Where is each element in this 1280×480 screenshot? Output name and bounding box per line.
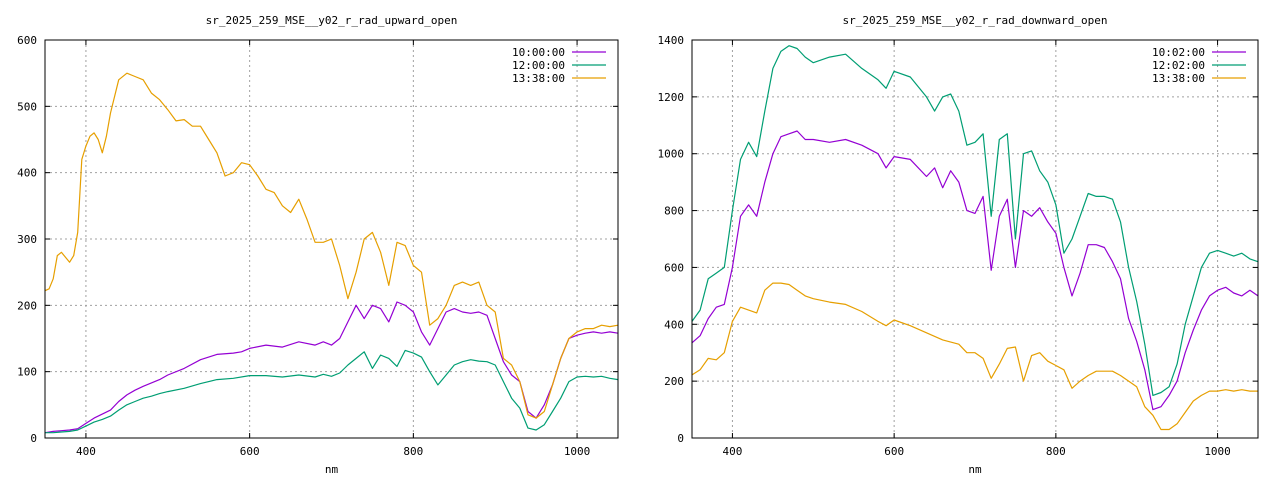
x-tick-label: 1000 (564, 445, 591, 458)
series-line-120200 (691, 45, 1259, 396)
series-line-133800 (44, 72, 619, 419)
y-tick-label: 300 (17, 233, 37, 246)
y-tick-label: 200 (664, 375, 684, 388)
upward-radiance-chart: sr_2025_259_MSE__y02_r_rad_upward_open 40… (17, 14, 619, 476)
legend-label: 10:00:00 (512, 46, 565, 59)
x-axis-label: nm (968, 463, 982, 476)
x-axis-label: nm (325, 463, 339, 476)
downward-chart-panel: sr_2025_259_MSE__y02_r_rad_downward_open… (640, 0, 1280, 480)
y-tick-label: 500 (17, 100, 37, 113)
x-tick-label: 400 (722, 445, 742, 458)
legend-label: 13:38:00 (512, 72, 565, 85)
series-line-100200 (691, 130, 1259, 411)
upward-chart-panel: sr_2025_259_MSE__y02_r_rad_upward_open 40… (17, 14, 619, 476)
x-tick-label: 1000 (1204, 445, 1231, 458)
legend-label: 12:00:00 (512, 59, 565, 72)
x-tick-label: 600 (240, 445, 260, 458)
y-tick-label: 400 (664, 318, 684, 331)
series-line-133800 (691, 282, 1258, 431)
series-line-100000 (44, 301, 619, 434)
y-tick-label: 1200 (658, 91, 685, 104)
legend-label: 12:02:00 (1152, 59, 1205, 72)
downward-radiance-chart: sr_2025_259_MSE__y02_r_rad_downward_open… (658, 14, 1259, 476)
y-tick-label: 400 (17, 167, 37, 180)
y-tick-label: 0 (30, 432, 37, 445)
x-tick-label: 800 (1046, 445, 1066, 458)
x-tick-label: 600 (884, 445, 904, 458)
chart-title: sr_2025_259_MSE__y02_r_rad_downward_open (843, 14, 1108, 27)
y-tick-label: 1000 (658, 148, 685, 161)
legend-label: 13:38:00 (1152, 72, 1205, 85)
x-tick-label: 400 (76, 445, 96, 458)
legend-label: 10:02:00 (1152, 46, 1205, 59)
y-tick-label: 600 (664, 261, 684, 274)
y-tick-label: 200 (17, 299, 37, 312)
chart-title: sr_2025_259_MSE__y02_r_rad_upward_open (206, 14, 458, 27)
x-tick-label: 800 (403, 445, 423, 458)
y-tick-label: 800 (664, 205, 684, 218)
plot-frame (691, 39, 1259, 439)
y-tick-label: 100 (17, 366, 37, 379)
y-tick-label: 1400 (658, 34, 685, 47)
series-line-120000 (45, 349, 619, 434)
y-tick-label: 0 (677, 432, 684, 445)
y-tick-label: 600 (17, 34, 37, 47)
